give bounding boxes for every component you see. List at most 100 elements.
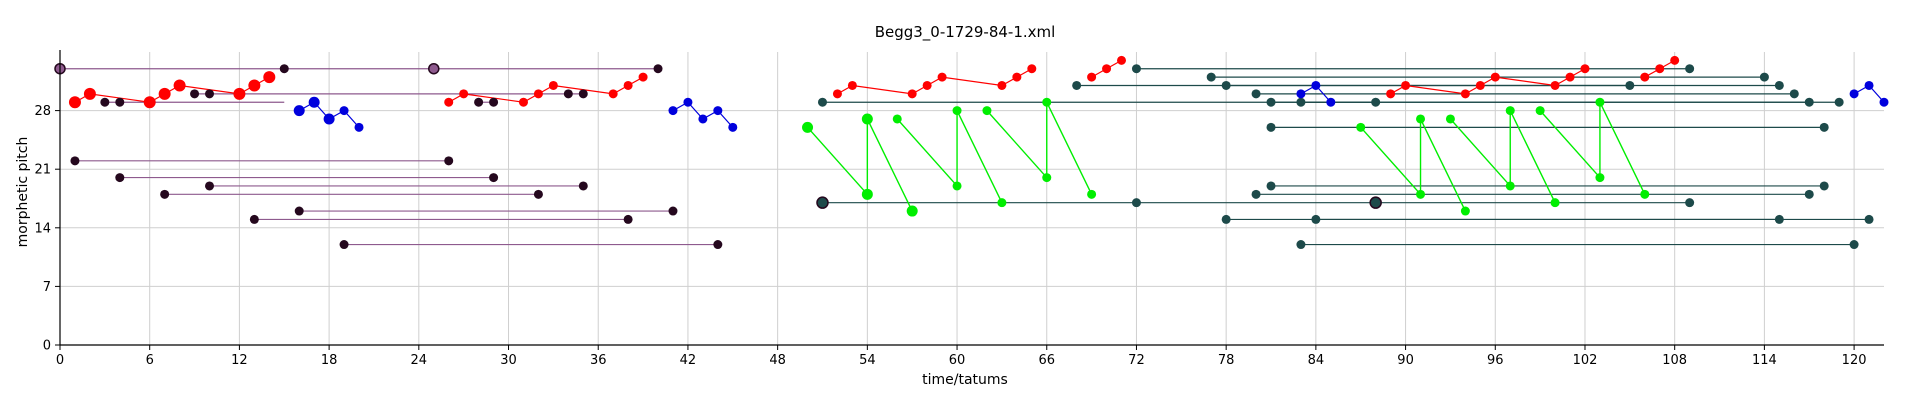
data-point [1625, 80, 1635, 90]
data-point [892, 114, 902, 124]
data-point [190, 89, 200, 99]
data-point [279, 64, 289, 74]
data-point [444, 156, 454, 166]
data-point [83, 87, 96, 100]
data-point [428, 62, 440, 75]
series-line [807, 126, 868, 195]
data-point [1864, 214, 1874, 224]
data-point [861, 113, 873, 125]
data-point [68, 96, 81, 109]
series-line [986, 110, 1048, 179]
data-point [293, 105, 305, 117]
data-point [1131, 198, 1141, 208]
data-point [249, 214, 259, 224]
data-point [922, 80, 932, 90]
data-point [997, 80, 1007, 90]
data-point [1804, 189, 1814, 199]
data-point [489, 173, 499, 183]
series-line [956, 110, 1003, 203]
data-point [1042, 173, 1052, 183]
data-point [548, 80, 558, 90]
data-point [1311, 214, 1321, 224]
data-point [1640, 72, 1650, 82]
data-point [683, 97, 693, 107]
y-tick-label: 7 [43, 280, 51, 295]
data-point [1266, 181, 1276, 191]
series-line [1509, 110, 1556, 203]
x-tick-label: 120 [1842, 353, 1867, 368]
x-tick-label: 72 [1128, 353, 1145, 368]
data-point [1789, 89, 1799, 99]
data-point [1505, 181, 1515, 191]
data-point [907, 89, 917, 99]
data-point [1371, 97, 1381, 107]
data-point [623, 214, 633, 224]
data-point [444, 97, 454, 107]
data-point [1819, 181, 1829, 191]
data-point [1804, 97, 1814, 107]
data-point [1445, 114, 1455, 124]
series-line [1419, 118, 1467, 212]
data-point [1369, 196, 1382, 209]
series-line [1046, 101, 1093, 195]
data-point [1117, 55, 1127, 65]
x-tick-label: 90 [1397, 353, 1414, 368]
data-point [668, 106, 678, 116]
data-point [308, 96, 320, 108]
data-point [1266, 97, 1276, 107]
y-tick-label: 14 [34, 221, 51, 236]
x-tick-label: 54 [859, 353, 876, 368]
data-point [1864, 80, 1874, 90]
data-point [158, 87, 171, 100]
axes: 0 6 12 18 24 30 36 42 48 54 60 66 72 78 84 90 96 102 108 11… [34, 50, 1884, 368]
y-tick-label: 21 [34, 163, 51, 178]
y-tick-label: 28 [34, 104, 51, 119]
data-point [1386, 89, 1396, 99]
data-point [1027, 64, 1037, 74]
data-point [1475, 80, 1485, 90]
grid [59, 52, 1884, 346]
data-point [1401, 80, 1411, 90]
x-tick-label: 6 [146, 353, 154, 368]
data-point [713, 106, 723, 116]
data-point [1879, 97, 1889, 107]
x-tick-label: 12 [231, 353, 248, 368]
data-point [832, 89, 842, 99]
x-tick-label: 78 [1218, 353, 1235, 368]
data-point [115, 173, 125, 183]
series-line [1449, 118, 1511, 187]
data-point [847, 80, 857, 90]
data-point [1535, 106, 1545, 116]
y-axis-label: morphetic pitch [15, 137, 31, 248]
data-point [817, 97, 827, 107]
x-axis-label: time/tatums [922, 372, 1008, 388]
data-point [1221, 80, 1231, 90]
x-tick-label: 0 [56, 353, 64, 368]
data-point [263, 71, 276, 84]
data-point [861, 188, 873, 200]
data-point [1102, 64, 1112, 74]
data-point [668, 206, 678, 216]
series-line [1599, 101, 1646, 195]
data-point [1012, 72, 1022, 82]
data-point [1849, 89, 1859, 99]
data-point [248, 79, 261, 92]
data-point [339, 240, 349, 250]
data-point [1296, 97, 1306, 107]
data-point [1296, 240, 1306, 250]
data-point [1266, 122, 1276, 132]
x-tick-label: 102 [1573, 353, 1598, 368]
data-point [1131, 64, 1141, 74]
data-point [1655, 64, 1665, 74]
data-point [1550, 198, 1560, 208]
x-tick-label: 96 [1487, 353, 1504, 368]
data-point [1087, 72, 1097, 82]
data-point [1849, 240, 1859, 250]
data-point [802, 121, 814, 133]
x-tick-label: 114 [1752, 353, 1777, 368]
series-line [1360, 126, 1422, 195]
data-point [1670, 55, 1680, 65]
data-point [638, 72, 648, 82]
data-point [70, 156, 80, 166]
